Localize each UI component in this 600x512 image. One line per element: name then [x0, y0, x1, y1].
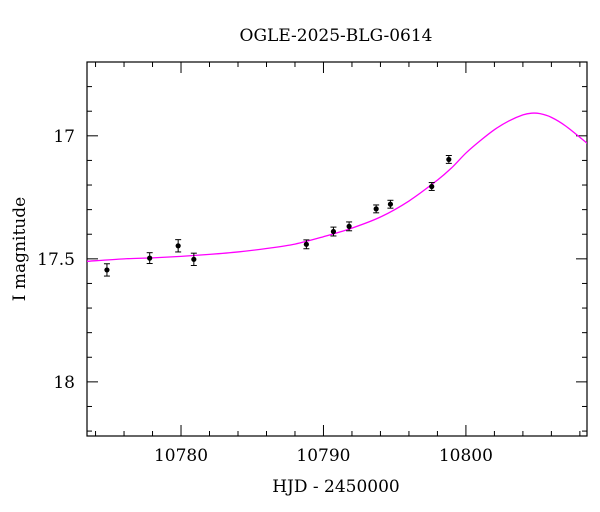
data-point — [103, 263, 110, 277]
data-point-marker — [175, 243, 181, 249]
data-point-marker — [330, 228, 337, 235]
data-point — [387, 199, 394, 209]
data-point-marker — [147, 255, 153, 261]
model-curve — [87, 112, 587, 262]
y-tick-label: 18 — [53, 373, 75, 393]
data-point-marker — [373, 206, 379, 212]
data-point — [146, 252, 153, 265]
x-tick-label: 10800 — [439, 446, 493, 466]
data-point — [445, 155, 452, 164]
y-tick-label: 17 — [53, 127, 75, 147]
chart-title: OGLE-2025-BLG-0614 — [240, 26, 433, 46]
data-point — [175, 239, 182, 253]
data-point-marker — [429, 183, 435, 190]
data-point — [303, 239, 310, 250]
y-axis-label: I magnitude — [10, 197, 30, 301]
axis-ticks — [87, 61, 587, 436]
tick-labels: 10780 10790 10800 17 17.5 18 — [37, 127, 493, 466]
data-point — [346, 221, 353, 232]
data-point — [330, 226, 337, 237]
y-tick-label: 17.5 — [37, 250, 75, 270]
data-point — [190, 252, 197, 266]
data-point — [373, 204, 380, 214]
data-point-marker — [446, 156, 452, 163]
x-tick-label: 10790 — [296, 446, 350, 466]
data-point — [428, 182, 435, 191]
data-point-marker — [387, 201, 394, 207]
data-points-layer — [103, 155, 452, 277]
data-point-marker — [104, 267, 110, 273]
data-point-marker — [346, 223, 352, 229]
model-curve-layer — [87, 112, 587, 262]
data-point-marker — [303, 241, 309, 247]
plot-area — [86, 61, 588, 437]
data-point-marker — [191, 256, 197, 262]
x-tick-label: 10780 — [154, 446, 208, 466]
x-axis-label: HJD - 2450000 — [272, 477, 400, 497]
plot-frame — [86, 61, 588, 437]
